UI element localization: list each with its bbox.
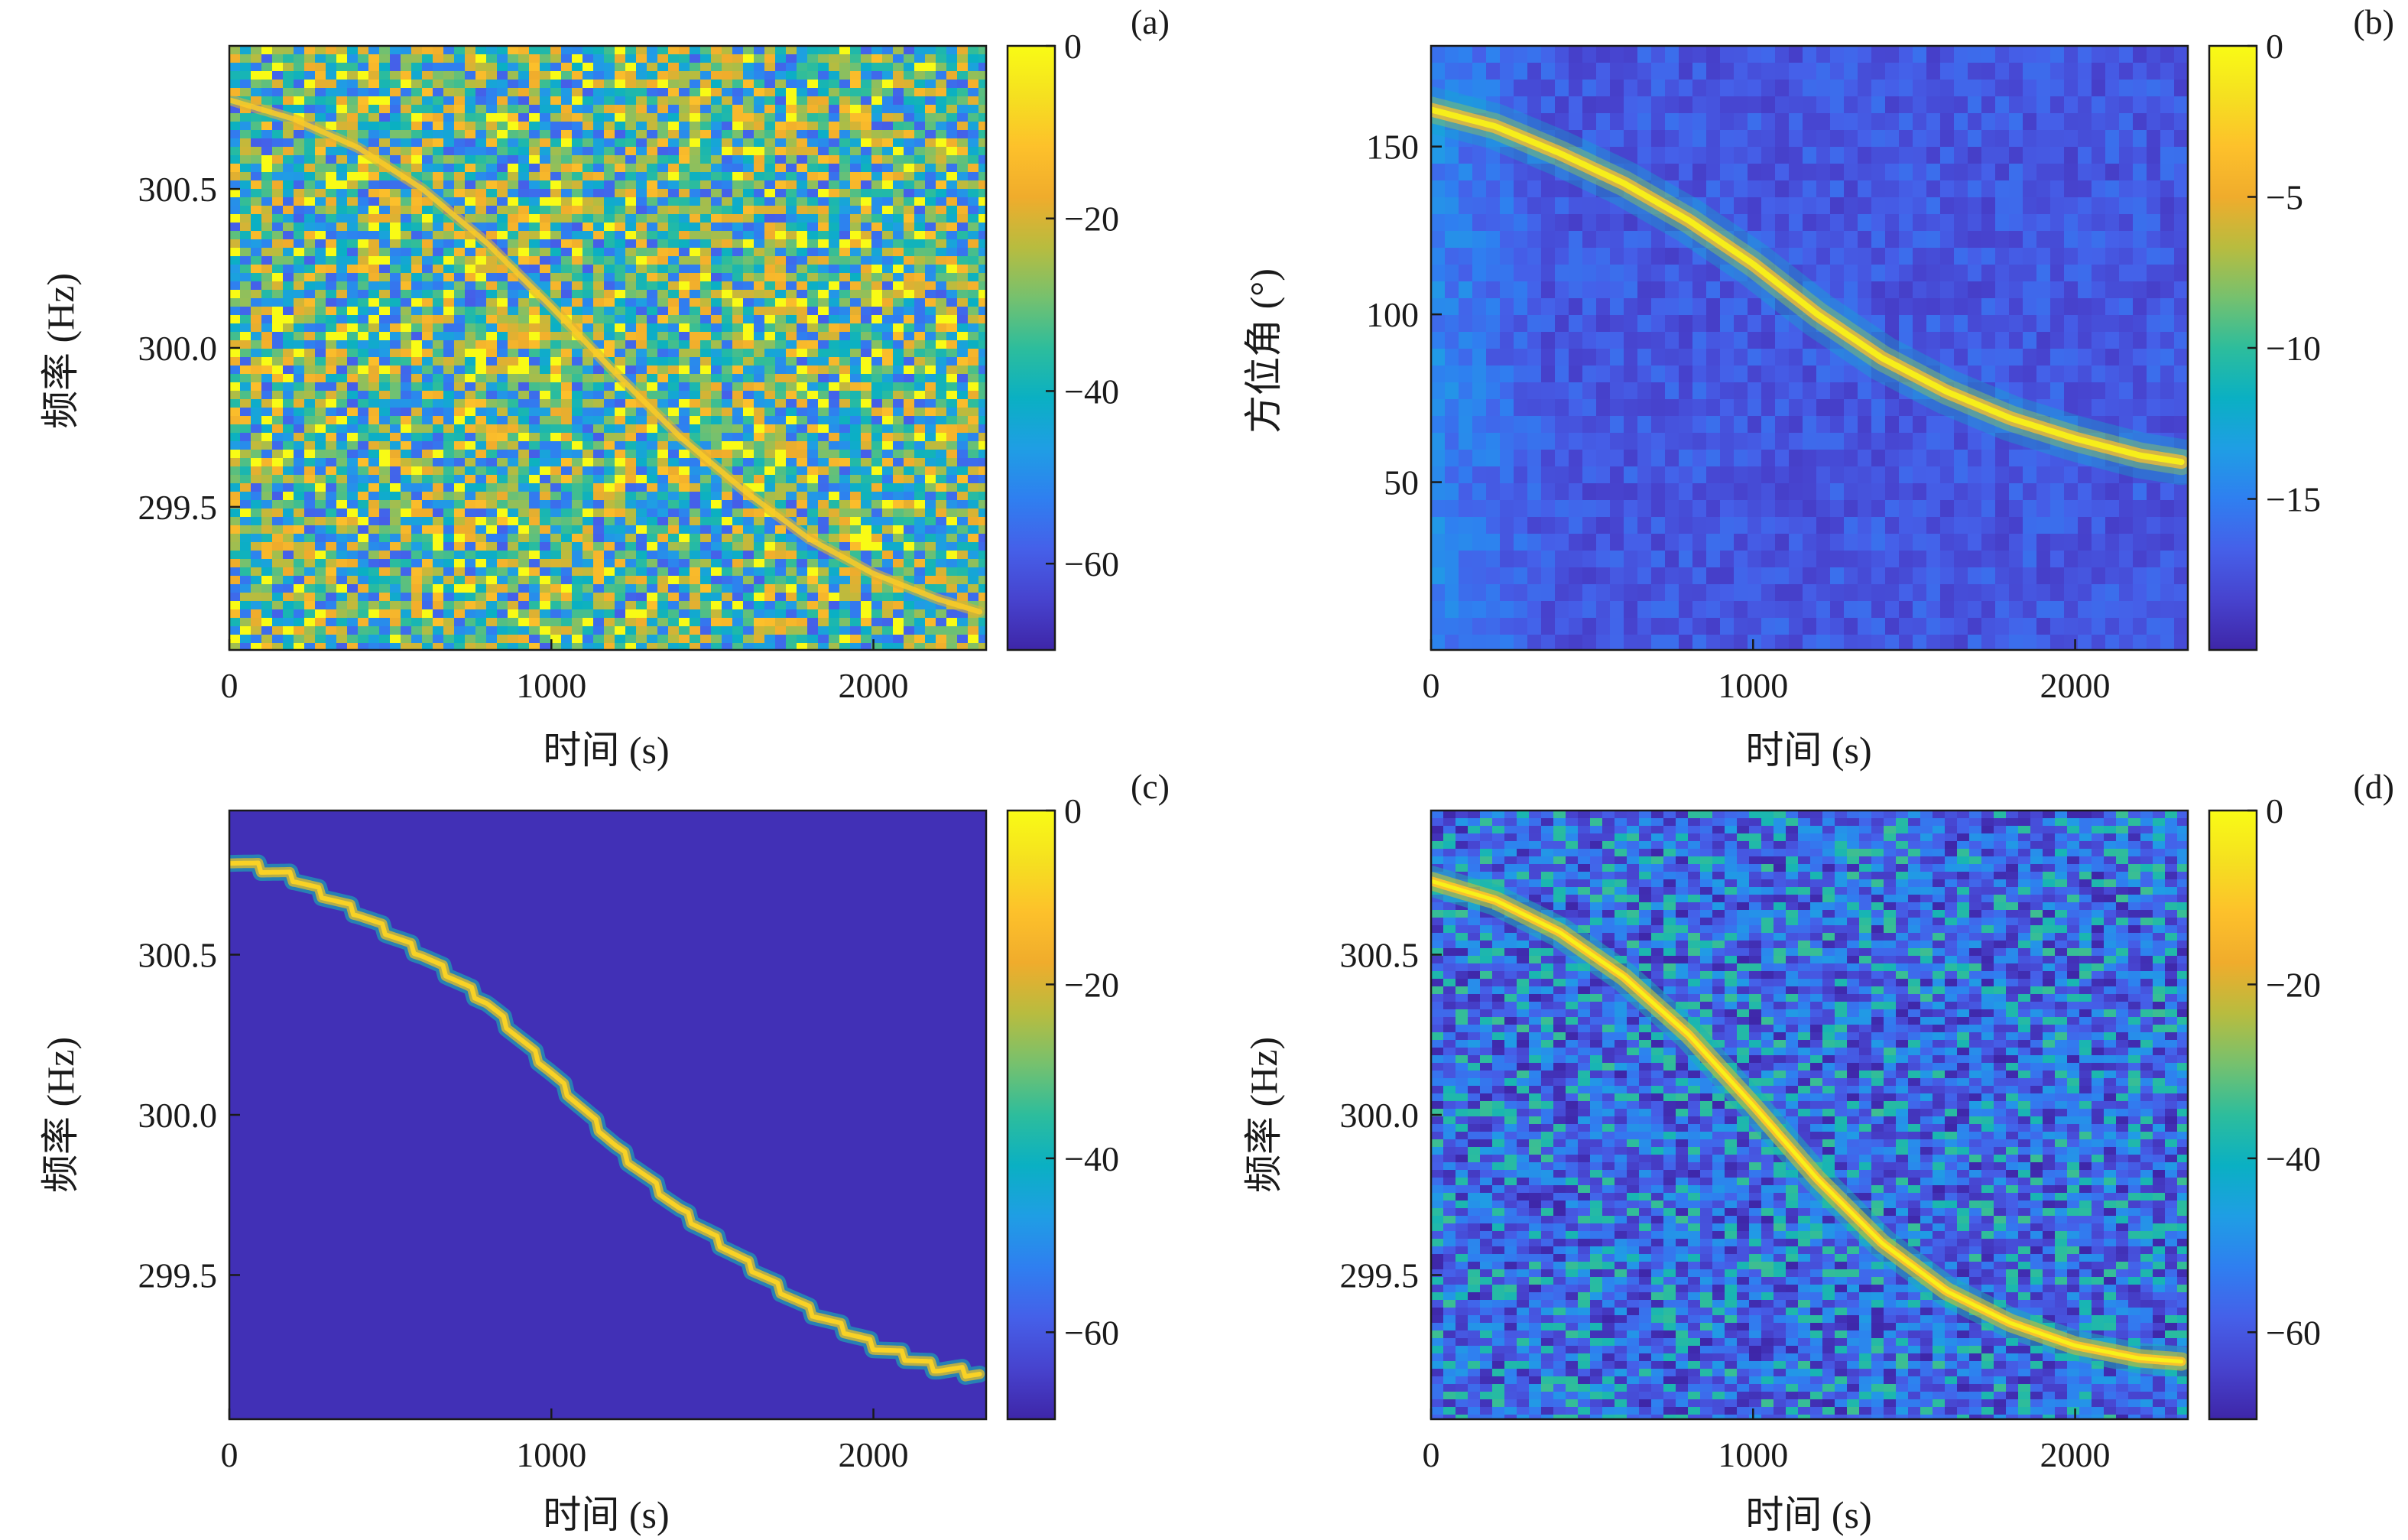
panel-c-colorbar-tick-label: −60 bbox=[1064, 1313, 1119, 1352]
panel-c-xlabel: 时间 (s) bbox=[543, 1493, 669, 1536]
panel-b: (b) 时间 (s) 方位角 (°) 0 1000 2000 50 100 150 0 −5 −… bbox=[1242, 2, 2394, 772]
panel-c-colorbar-tick-label: −40 bbox=[1064, 1139, 1119, 1178]
panel-d-xtick-label: 2000 bbox=[2040, 1435, 2111, 1474]
panel-c-ytick-label: 300.5 bbox=[138, 936, 218, 975]
panel-d-colorbar-tick-label: −60 bbox=[2266, 1313, 2321, 1352]
panel-b-xtick-label: 2000 bbox=[2040, 666, 2111, 705]
panel-c-ytick-label: 300.0 bbox=[138, 1096, 218, 1135]
panel-d-ytick-label: 300.0 bbox=[1340, 1096, 1420, 1135]
panel-c-xtick-label: 0 bbox=[221, 1435, 239, 1474]
panel-a-ytick-label: 299.5 bbox=[138, 488, 218, 527]
panel-b-colorbar-tick-label: −10 bbox=[2266, 329, 2321, 368]
panel-c: (c) 时间 (s) 频率 (Hz) 0 1000 2000 299.5 300.0 30… bbox=[39, 767, 1170, 1536]
panel-d-colorbar bbox=[2209, 811, 2257, 1419]
panel-c-ridge-line bbox=[229, 860, 982, 1379]
panel-b-ridge-line bbox=[1431, 106, 2185, 466]
panel-d-heatmap bbox=[1431, 811, 2188, 1419]
panel-a-colorbar-tick-label: −20 bbox=[1064, 200, 1119, 239]
panel-b-ylabel: 方位角 (°) bbox=[1242, 268, 1285, 434]
panel-d-xtick-label: 1000 bbox=[1718, 1435, 1788, 1474]
panel-a-colorbar bbox=[1008, 46, 1055, 650]
panel-c-xtick-label: 1000 bbox=[516, 1435, 586, 1474]
panel-d-xlabel: 时间 (s) bbox=[1745, 1493, 1871, 1536]
panel-d-ytick-label: 300.5 bbox=[1340, 936, 1420, 975]
panel-d-colorbar-frame bbox=[2208, 809, 2258, 1421]
panel-b-colorbar-tick-label: 0 bbox=[2266, 27, 2283, 66]
panel-c-colorbar-frame bbox=[1006, 809, 1056, 1421]
panel-b-xlabel: 时间 (s) bbox=[1745, 729, 1871, 772]
panel-b-colorbar-tick-label: −5 bbox=[2266, 178, 2303, 217]
panel-d-label: (d) bbox=[2353, 767, 2394, 806]
panel-b-axes-frame bbox=[1430, 44, 2189, 651]
panel-a-xtick-label: 2000 bbox=[839, 666, 909, 705]
panel-c-colorbar-tick-label: −20 bbox=[1064, 965, 1119, 1004]
panel-c-heatmap bbox=[229, 811, 986, 1419]
panel-b-ytick-label: 150 bbox=[1366, 128, 1419, 167]
panel-a-xtick-label: 1000 bbox=[516, 666, 586, 705]
panel-c-colorbar bbox=[1008, 811, 1055, 1419]
panel-c-ytick-label: 299.5 bbox=[138, 1256, 218, 1295]
panel-b-ytick-label: 100 bbox=[1366, 295, 1419, 334]
panel-a-colorbar-tick-label: −60 bbox=[1064, 544, 1119, 583]
panel-b-label: (b) bbox=[2353, 2, 2394, 41]
panel-b-heatmap bbox=[1431, 46, 2188, 650]
panel-d-ylabel: 频率 (Hz) bbox=[1242, 1037, 1285, 1193]
panel-a-colorbar-tick-label: −40 bbox=[1064, 372, 1119, 411]
panel-a-ytick-label: 300.5 bbox=[138, 170, 218, 209]
panel-d-colorbar-tick-label: −20 bbox=[2266, 965, 2321, 1004]
panel-d: (d) 时间 (s) 频率 (Hz) 0 1000 2000 299.5 300.0 30… bbox=[1242, 767, 2394, 1536]
panel-b-colorbar-tick-label: −15 bbox=[2266, 480, 2321, 519]
panel-a-label: (a) bbox=[1131, 2, 1170, 41]
panel-b-ytick-label: 50 bbox=[1384, 463, 1419, 502]
panel-a-xtick-label: 0 bbox=[221, 666, 239, 705]
panel-a: (a) 时间 (s) 频率 (Hz) 0 1000 2000 299.5 300.0 30… bbox=[39, 2, 1170, 772]
panel-a-ylabel: 频率 (Hz) bbox=[39, 273, 82, 429]
panel-d-ytick-label: 299.5 bbox=[1340, 1256, 1420, 1295]
panel-c-label: (c) bbox=[1131, 767, 1170, 806]
panel-b-xtick-label: 1000 bbox=[1718, 666, 1788, 705]
panel-d-xtick-label: 0 bbox=[1423, 1435, 1440, 1474]
panel-a-heatmap bbox=[229, 46, 986, 650]
panel-a-ytick-label: 300.0 bbox=[138, 329, 218, 368]
panel-b-xtick-label: 0 bbox=[1423, 666, 1440, 705]
panel-a-colorbar-frame bbox=[1006, 44, 1056, 651]
panel-d-colorbar-tick-label: −40 bbox=[2266, 1139, 2321, 1178]
panel-c-ylabel: 频率 (Hz) bbox=[39, 1037, 82, 1193]
panel-a-ridge-line bbox=[229, 97, 983, 615]
panel-c-xtick-label: 2000 bbox=[839, 1435, 909, 1474]
panel-d-colorbar-tick-label: 0 bbox=[2266, 791, 2283, 830]
panel-a-xlabel: 时间 (s) bbox=[543, 729, 669, 772]
panel-d-ridge-line bbox=[1431, 879, 2184, 1364]
panel-c-colorbar-tick-label: 0 bbox=[1064, 791, 1082, 830]
panel-a-colorbar-tick-label: 0 bbox=[1064, 27, 1082, 66]
